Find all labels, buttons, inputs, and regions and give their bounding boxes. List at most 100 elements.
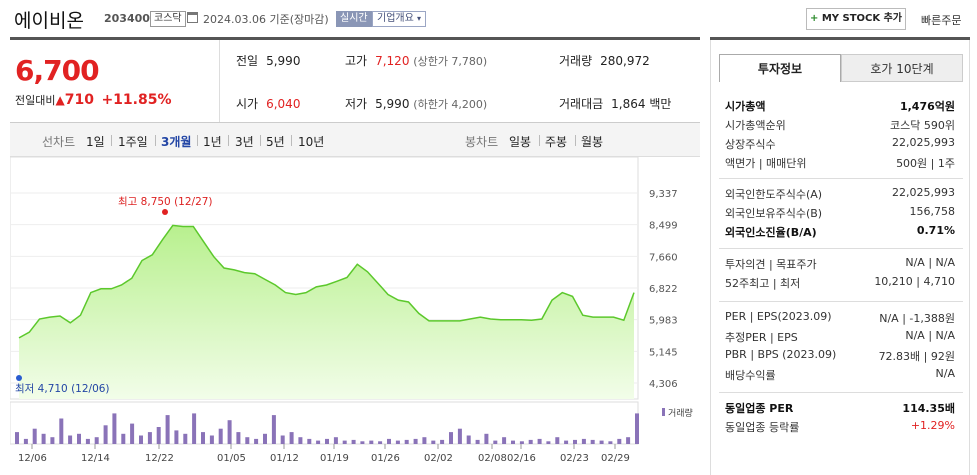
volume-bar xyxy=(599,440,604,444)
add-mystock-button[interactable]: + MY STOCK 추가 xyxy=(806,8,906,30)
volume-bar xyxy=(325,438,329,444)
side-tabs: 투자정보 호가 10단계 xyxy=(719,54,963,82)
stat-label: 거래대금 xyxy=(559,97,604,111)
volume-bar xyxy=(635,413,639,444)
volume-bar xyxy=(537,438,542,444)
volume-bar xyxy=(112,413,117,444)
x-tick-labels: 12/06 12/14 12/22 01/05 01/12 01/19 01/26 02/02… xyxy=(18,444,630,464)
volume-bar xyxy=(457,428,462,444)
info-label: 시가총액 xyxy=(725,100,766,113)
info-label: 외국인한도주식수(A) xyxy=(725,188,823,201)
x-tick-label: 01/05 xyxy=(217,453,246,464)
info-label: 추정PER | EPS xyxy=(725,331,798,344)
info-value: 코스닥 590위 xyxy=(890,119,955,132)
volume-bar xyxy=(590,439,595,444)
info-value: 22,025,993 xyxy=(892,186,955,199)
volume-bar xyxy=(466,435,471,444)
stat-sub: (하한가 4,200) xyxy=(413,98,488,111)
divider xyxy=(228,135,229,146)
info-label: 시가총액순위 xyxy=(725,119,786,132)
x-tick-label: 12/06 xyxy=(18,453,47,464)
volume-bar xyxy=(555,437,560,444)
period-5y[interactable]: 5년 xyxy=(266,135,285,149)
price-chart[interactable]: 9,337 8,499 7,660 6,822 5,983 5,145 4,306 최고 8… xyxy=(10,157,700,475)
volume-bar xyxy=(528,439,533,444)
stat-value: 5,990 xyxy=(375,97,410,111)
volume-bar xyxy=(218,428,223,444)
y-tick-label: 7,660 xyxy=(649,252,678,263)
low-annotation: 최저 4,710 (12/06) xyxy=(15,383,110,395)
volume-bar xyxy=(422,437,427,444)
period-10y[interactable]: 10년 xyxy=(298,135,325,149)
period-3y[interactable]: 3년 xyxy=(235,135,254,149)
divider xyxy=(575,135,576,146)
price-change: 전일대비▲710 +11.85% xyxy=(15,92,172,108)
divider xyxy=(539,135,540,146)
volume-bar xyxy=(316,440,321,444)
info-row: 시가총액 1,476억원 xyxy=(725,96,955,114)
volume-bar xyxy=(360,441,365,444)
volume-bar xyxy=(440,439,445,444)
volume-bar xyxy=(139,435,143,444)
info-label: 배당수익률 xyxy=(725,369,776,382)
info-row: 추정PER | EPS N/A | N/A xyxy=(725,327,955,345)
volume-bar xyxy=(307,438,312,444)
high-marker xyxy=(162,209,168,215)
realtime-badge[interactable]: 실시간 xyxy=(336,11,372,27)
candle-weekly[interactable]: 주봉 xyxy=(545,135,568,149)
candle-daily[interactable]: 일봉 xyxy=(509,135,532,149)
chevron-down-icon: ▾ xyxy=(417,14,422,23)
change-label: 전일대비 xyxy=(15,94,56,107)
x-tick-label: 02/29 xyxy=(601,453,630,464)
candle-monthly[interactable]: 월봉 xyxy=(581,135,604,149)
info-value: 114.35배 xyxy=(902,402,955,415)
change-amount: 710 xyxy=(64,92,94,108)
stat-volume: 거래량 280,972 xyxy=(559,52,650,69)
volume-bar xyxy=(94,437,99,444)
stock-name: 에이비온 xyxy=(14,10,84,32)
market-badge: 코스닥 xyxy=(150,11,186,27)
x-tick-label: 02/23 xyxy=(560,453,589,464)
volume-bar xyxy=(608,441,613,444)
stat-sub: (상한가 7,780) xyxy=(413,55,488,68)
x-tick-label: 01/26 xyxy=(371,453,400,464)
info-row: 배당수익률 N/A xyxy=(725,365,955,383)
period-3m[interactable]: 3개월 xyxy=(161,135,192,149)
volume-bar xyxy=(519,441,524,444)
info-value: N/A xyxy=(935,367,955,380)
info-value: 0.71% xyxy=(916,224,955,237)
info-row: PBR | BPS (2023.09) 72.83배 | 92원 xyxy=(725,346,955,364)
divider xyxy=(291,135,292,146)
x-tick-label: 12/14 xyxy=(81,453,110,464)
period-1y[interactable]: 1년 xyxy=(203,135,222,149)
volume-bar xyxy=(165,415,170,444)
volume-bar xyxy=(617,438,622,444)
volume-bar xyxy=(209,435,214,444)
x-tick-label: 01/19 xyxy=(320,453,349,464)
volume-bar xyxy=(404,439,409,444)
stat-unit: 백만 xyxy=(649,97,672,111)
info-row: 외국인보유주식수(B) 156,758 xyxy=(725,203,955,221)
tab-order-book[interactable]: 호가 10단계 xyxy=(841,54,963,82)
x-tick-label: 01/12 xyxy=(270,453,299,464)
volume-bar xyxy=(378,441,383,444)
stat-low: 저가 5,990 (하한가 4,200) xyxy=(345,95,487,112)
period-1d[interactable]: 1일 xyxy=(86,135,105,149)
line-chart-label: 선차트 xyxy=(42,135,76,149)
y-tick-label: 5,145 xyxy=(649,347,678,358)
volume-legend-swatch xyxy=(662,408,665,416)
x-tick-label: 02/08 xyxy=(478,453,507,464)
company-info-dropdown[interactable]: 기업개요 ▾ xyxy=(372,11,427,27)
low-marker xyxy=(16,375,22,381)
info-label: 상장주식수 xyxy=(725,138,776,151)
period-1w[interactable]: 1주일 xyxy=(118,135,148,149)
info-label: 52주최고 | 최저 xyxy=(725,277,801,290)
volume-bar xyxy=(511,440,515,444)
tab-investment-info[interactable]: 투자정보 xyxy=(719,54,841,82)
volume-bar xyxy=(395,440,400,444)
info-value: 10,210 | 4,710 xyxy=(874,275,955,288)
stat-value: 7,120 xyxy=(375,54,410,68)
volume-bar xyxy=(546,441,551,444)
quick-order-link[interactable]: 빠른주문 xyxy=(921,14,962,27)
